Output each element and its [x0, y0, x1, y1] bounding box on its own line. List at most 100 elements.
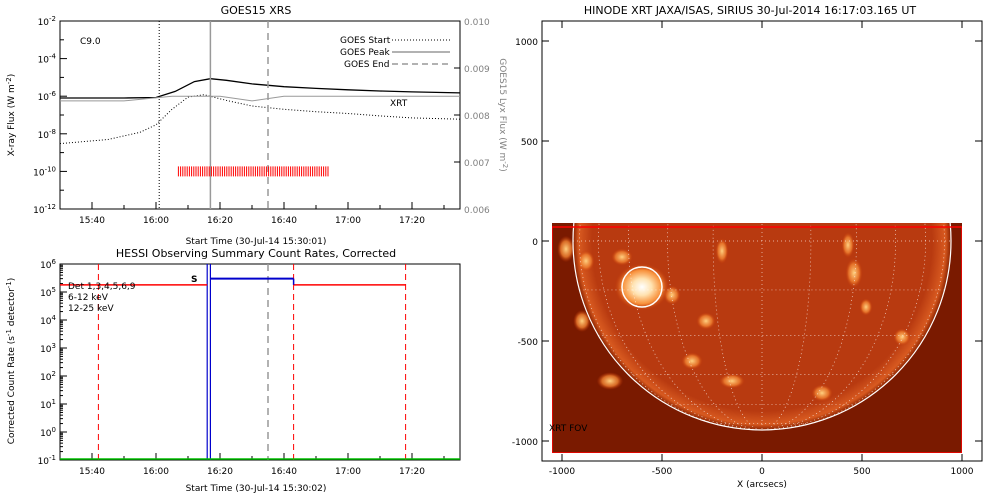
- xrt-x-axis-label: X (arcsecs): [737, 480, 787, 490]
- hessi-x-tick-label: 17:20: [399, 467, 425, 477]
- xrt-grid-longitude: [761, 223, 857, 431]
- hessi-x-tick-label: 17:00: [335, 467, 361, 477]
- goes-y-tick-label: 10-4: [38, 53, 57, 66]
- xrt-active-region: [893, 328, 911, 346]
- hessi-x-ticks: 15:40 16:00 16:20 16:40 17:00 17:20: [59, 453, 445, 477]
- xrt-active-region: [577, 250, 595, 272]
- hessi-y-tick-label: 102: [40, 370, 56, 383]
- xrt-flare-circle: [621, 266, 663, 308]
- xrt-x-tick-label: 500: [853, 467, 870, 477]
- xrt-title: HINODE XRT JAXA/ISAS, SIRIUS 30-Jul-2014…: [584, 4, 917, 17]
- xrt-active-region: [557, 235, 575, 263]
- goes-y-ticks: 10-12 10-10 10-8 10-6 10-4 10-2: [33, 15, 67, 216]
- xrt-grid-longitude: [667, 223, 763, 431]
- xrt-active-region: [718, 373, 746, 389]
- xrt-x-ticks: -1000 -500 0 500 1000: [549, 21, 974, 477]
- hessi-y-tick-label: 103: [40, 342, 56, 355]
- hessi-x-tick-label: 16:40: [271, 467, 297, 477]
- goes-legend-start: GOES Start: [340, 36, 391, 46]
- goes-right-y-tick-label: 0.008: [464, 112, 490, 122]
- hessi-title: HESSI Observing Summary Count Rates, Cor…: [116, 247, 396, 260]
- goes-series-group: [59, 78, 461, 145]
- xrt-x-tick-label: 0: [759, 467, 765, 477]
- goes-right-y-tick-label: 0.007: [464, 159, 490, 169]
- goes-right-y-tick-label: 0.010: [464, 18, 490, 28]
- hessi-legend-det: Det 1,3,4,5,6,9: [68, 282, 136, 292]
- hessi-y-tick-label: 100: [40, 426, 56, 439]
- goes-plot-frame: [59, 20, 461, 210]
- goes-flare-bars: [177, 166, 329, 177]
- goes-legend-peak: GOES Peak: [340, 48, 390, 58]
- xrt-active-region: [596, 372, 624, 390]
- xrt-active-region: [859, 298, 873, 316]
- xrt-active-region: [845, 257, 863, 289]
- goes-xrs-panel: GOES15 XRS 10-12 10-10 10-8 10-6 10-4 10-2 0.…: [5, 4, 509, 247]
- goes-y-tick-label: 10-6: [38, 90, 57, 103]
- goes-x-axis-label: Start Time (30-Jul-14 15:30:01): [186, 237, 327, 247]
- hessi-x-tick-label: 16:00: [143, 467, 169, 477]
- hessi-legend-high: 12-25 keV: [68, 304, 114, 314]
- xrt-active-region: [696, 312, 716, 330]
- goes-y-tick-label: 10-12: [33, 203, 56, 216]
- hessi-count-rate-panel: HESSI Observing Summary Count Rates, Cor…: [5, 247, 461, 494]
- hessi-plot-frame: [59, 263, 461, 461]
- goes-y-tick-label: 10-10: [33, 165, 56, 178]
- xrt-x-tick-label: 1000: [951, 467, 974, 477]
- xrt-y-tick-label: -1000: [512, 438, 538, 448]
- xrt-fov-label: XRT FOV: [549, 424, 588, 434]
- goes-x-ticks: 15:40 16:00 16:20 16:40 17:00 17:20: [59, 202, 445, 226]
- hessi-y-tick-label: 101: [40, 398, 56, 411]
- hessi-legend-low: 6-12 keV: [68, 293, 109, 303]
- xrt-y-tick-label: 500: [521, 138, 538, 148]
- goes-class-annotation: C9.0: [80, 37, 101, 47]
- xrt-active-region: [573, 310, 591, 332]
- goes-series-line-solid-gray: [60, 95, 460, 102]
- xrt-x-tick-label: -1000: [549, 467, 575, 477]
- hessi-series-group: [60, 264, 460, 460]
- hessi-x-tick-label: 16:20: [207, 467, 233, 477]
- goes-xrt-annotation: XRT: [390, 99, 408, 109]
- goes-y-axis-label: X-ray Flux (W m-2): [5, 74, 17, 156]
- hessi-legend: Det 1,3,4,5,6,9 6-12 keV 12-25 keV: [68, 282, 136, 314]
- xrt-x-tick-label: -500: [652, 467, 673, 477]
- goes-legend: GOES Start GOES Peak GOES End: [340, 36, 450, 70]
- goes-y-tick-label: 10-8: [38, 128, 56, 141]
- hessi-y-tick-label: 105: [40, 286, 56, 299]
- goes-right-y-tick-label: 0.006: [464, 206, 490, 216]
- goes-series-line-dotted-black: [59, 94, 461, 145]
- xrt-y-ticks: -1000 -500 0 500 1000: [512, 38, 982, 448]
- xrt-active-region: [841, 231, 855, 259]
- goes-event-lines: [158, 21, 269, 209]
- xrt-active-region: [611, 248, 633, 266]
- hessi-y-ticks: 10-1 100 101 102 103 104 105 106: [38, 258, 67, 467]
- goes-legend-end: GOES End: [344, 60, 389, 70]
- goes-y-tick-label: 10-2: [38, 15, 56, 28]
- xrt-y-tick-label: 1000: [515, 38, 538, 48]
- xrt-image-panel: HINODE XRT JAXA/ISAS, SIRIUS 30-Jul-2014…: [512, 4, 983, 490]
- goes-x-tick-label: 17:00: [335, 216, 361, 226]
- hessi-x-axis-label: Start Time (30-Jul-14 15:30:02): [186, 484, 327, 494]
- hessi-y-tick-label: 10-1: [38, 454, 56, 467]
- xrt-y-tick-label: -500: [518, 338, 539, 348]
- goes-x-tick-label: 16:00: [143, 216, 169, 226]
- xrt-limb-circle: [572, 223, 952, 431]
- xrt-heliographic-grid: [573, 223, 951, 431]
- goes-right-y-ticks: 0.006 0.007 0.008 0.009 0.010: [454, 18, 490, 216]
- goes-x-tick-label: 17:20: [399, 216, 425, 226]
- xrt-y-tick-label: 0: [532, 238, 538, 248]
- goes-right-y-tick-label: 0.009: [464, 65, 490, 75]
- xrt-solar-image: [552, 223, 962, 453]
- goes-title: GOES15 XRS: [221, 4, 292, 17]
- xrt-active-region: [715, 237, 729, 265]
- hessi-attenuator-marker: S: [191, 275, 197, 285]
- hessi-x-tick-label: 15:40: [79, 467, 105, 477]
- goes-x-tick-label: 16:20: [207, 216, 233, 226]
- xrt-fov-box: [552, 226, 962, 453]
- xrt-flare-kernel: [614, 263, 670, 311]
- goes-right-y-axis-label: GOES15 Lyx Flux (W m-2): [497, 58, 509, 172]
- goes-x-tick-label: 16:40: [271, 216, 297, 226]
- hessi-y-axis-label: Corrected Count Rate (s-1 detector-1): [5, 278, 17, 445]
- hessi-y-tick-label: 106: [40, 258, 56, 271]
- goes-x-tick-label: 15:40: [79, 216, 105, 226]
